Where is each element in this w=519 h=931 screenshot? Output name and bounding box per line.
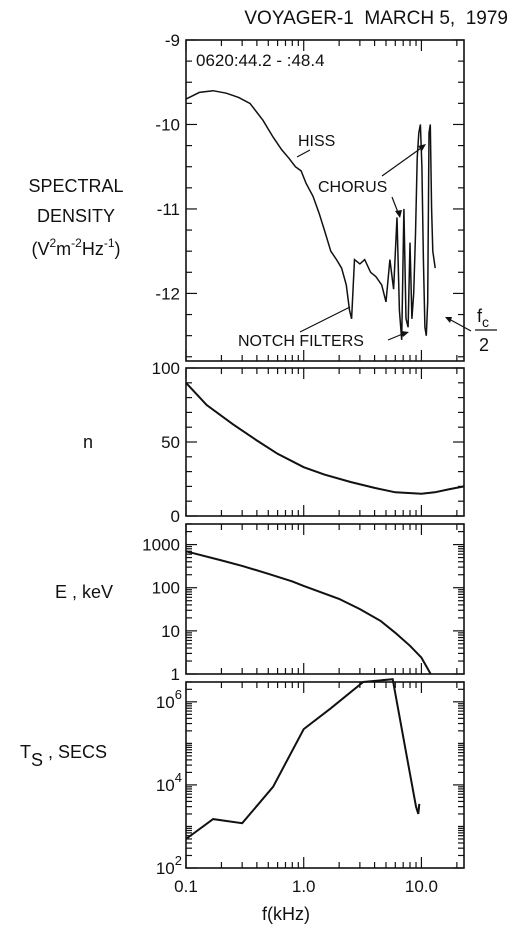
spectral-series-line xyxy=(185,89,436,340)
annotation-notch-filters: NOTCH FILTERS xyxy=(238,333,364,350)
x-axis-label: f(kHz) xyxy=(262,904,310,924)
n-series-line xyxy=(185,382,465,495)
energy-ticks xyxy=(185,523,464,675)
energy-series-line xyxy=(185,550,432,675)
n-ytick-labels: 0 50 100 xyxy=(152,359,180,526)
fc-label-numerator: fc xyxy=(477,306,489,330)
y-tick-label: 100 xyxy=(152,579,180,598)
y-tick-label: 100 xyxy=(152,359,180,378)
spectral-ylabel-line1: SPECTRAL xyxy=(28,176,123,196)
annotation-hiss-arrow xyxy=(296,149,311,158)
annotation-notch-arrow-1 xyxy=(299,306,351,333)
y-tick-label: 1 xyxy=(171,665,180,684)
time-scale-ylabel: TS , SECS xyxy=(20,742,107,770)
spectral-ytick-labels: -9 -10 -11 -12 xyxy=(155,31,180,303)
time-scale-ytick-labels: 102 104 106 xyxy=(156,687,182,878)
spectral-ylabel-units: (V2m-2Hz-1) xyxy=(31,236,120,259)
spectral-frame xyxy=(185,39,465,362)
x-tick-label: 1.0 xyxy=(292,877,316,896)
fc-label-denominator: 2 xyxy=(479,335,489,355)
n-ticks xyxy=(185,367,464,517)
energy-frame xyxy=(185,523,465,675)
y-tick-label: 102 xyxy=(156,853,182,878)
n-ylabel: n xyxy=(83,432,93,452)
annotation-notch-arrowhead-2 xyxy=(401,331,409,337)
x-tick-label: 0.1 xyxy=(174,877,198,896)
spectral-time-label: 0620:44.2 - :48.4 xyxy=(196,51,325,70)
spectral-ticks xyxy=(185,39,464,361)
annotation-chorus: CHORUS xyxy=(318,179,387,196)
annotation-hiss: HISS xyxy=(298,133,335,150)
y-tick-label: -12 xyxy=(155,284,180,303)
annotation-chorus-arrowhead-2 xyxy=(395,210,402,218)
annotation-chorus-arrow-1 xyxy=(381,145,425,177)
y-tick-label: 1000 xyxy=(142,536,180,555)
y-tick-label: 50 xyxy=(161,433,180,452)
time-scale-ticks xyxy=(185,681,464,869)
n-panel: n 0 50 100 xyxy=(83,359,465,526)
x-tick-label: 10.0 xyxy=(405,877,438,896)
y-tick-label: 106 xyxy=(156,687,182,712)
annotation-chorus-arrowhead-1 xyxy=(418,144,426,151)
fc-label-arrowhead xyxy=(445,317,452,323)
y-tick-label: -9 xyxy=(165,31,180,50)
spectral-panel: 0620:44.2 - :48.4 SPECTRAL DENSITY (V2m-… xyxy=(28,31,497,362)
energy-ylabel: E , keV xyxy=(55,582,113,602)
y-tick-label: -11 xyxy=(157,200,180,219)
energy-ytick-labels: 1 10 100 1000 xyxy=(142,536,180,684)
y-tick-label: 0 xyxy=(171,507,180,526)
time-scale-panel: TS , SECS 102 104 106 xyxy=(20,678,465,878)
energy-panel: E , keV 1 10 100 1000 xyxy=(55,523,465,684)
time-scale-series-line xyxy=(185,678,421,840)
spectral-ylabel-line2: DENSITY xyxy=(37,206,115,226)
time-scale-frame xyxy=(185,681,465,869)
x-tick-labels: 0.1 1.0 10.0 xyxy=(174,877,438,896)
y-tick-label: -10 xyxy=(155,115,180,134)
y-tick-label: 10 xyxy=(161,622,180,641)
fc-label-arrow xyxy=(448,318,472,332)
y-tick-label: 104 xyxy=(156,770,182,795)
figure-title: VOYAGER-1 MARCH 5, 1979 xyxy=(244,8,508,29)
